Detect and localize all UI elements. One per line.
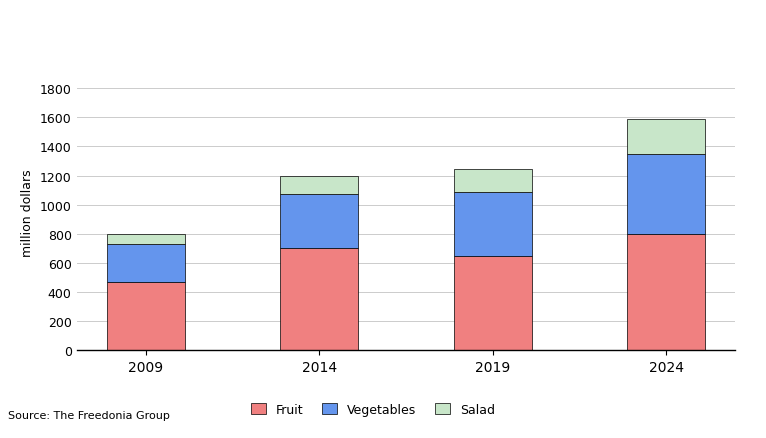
Text: Source: The Freedonia Group: Source: The Freedonia Group [8,410,169,420]
Bar [106,244,185,282]
Text: Freedonia: Freedonia [597,92,666,105]
Bar [627,120,705,155]
Legend: Fruit, Vegetables, Salad: Fruit, Vegetables, Salad [246,398,500,421]
Bar [280,194,358,248]
Text: Figure 5-1  |  Fresh Produce Plastic Container Demand by Application, 2009 – 202: Figure 5-1 | Fresh Produce Plastic Conta… [8,22,663,35]
Bar [106,282,185,350]
Bar [627,155,705,234]
Text: ®: ® [625,109,632,115]
Bar [453,256,532,350]
Bar [280,177,358,194]
Bar [280,248,358,350]
Bar [453,170,532,193]
Bar [627,234,705,350]
Bar [106,235,185,244]
Bar [453,193,532,256]
Y-axis label: million dollars: million dollars [21,169,34,256]
